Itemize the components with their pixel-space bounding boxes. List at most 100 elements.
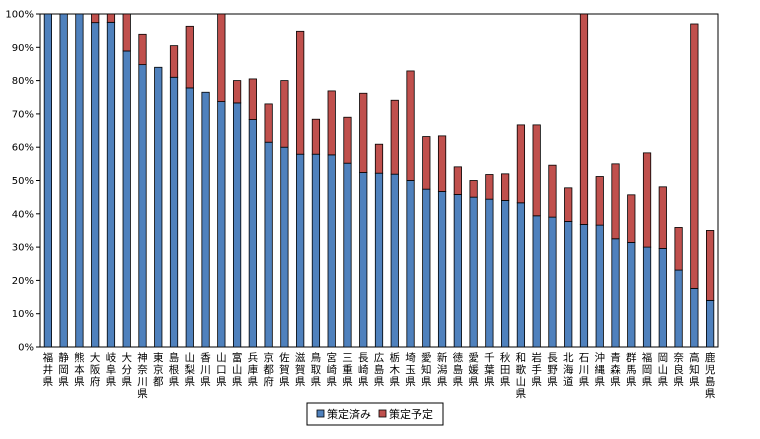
x-category-char: 県 (74, 376, 85, 388)
x-category-char: 島 (453, 363, 464, 376)
x-category-char: 山 (185, 352, 196, 364)
bar-segment-sakutei-zumi (106, 21, 116, 348)
bar-segment-sakutei-yotei (437, 135, 447, 192)
bar-segment-sakutei-zumi (532, 215, 541, 348)
x-category-char: 北 (563, 352, 574, 364)
bar-segment-sakutei-yotei (453, 166, 462, 195)
bar-segment-sakutei-yotei (217, 13, 226, 102)
bar-segment-sakutei-zumi (658, 248, 667, 348)
x-category-char: 奈 (673, 351, 684, 364)
bar-segment-sakutei-zumi (627, 242, 636, 348)
bar-segment-sakutei-yotei (374, 143, 384, 174)
x-category-char: 県 (705, 388, 716, 400)
x-category-char: 県 (295, 376, 306, 388)
x-category-char: 埼 (405, 351, 416, 364)
x-category-char: 県 (579, 376, 590, 388)
x-category-char: 徳 (453, 351, 464, 364)
legend-label: 策定済み (327, 407, 371, 421)
x-category-char: 香 (200, 352, 211, 364)
x-category-label: 滋賀県 (295, 351, 306, 388)
bar-segment-sakutei-yotei (248, 78, 257, 120)
x-category-char: 鹿 (705, 351, 716, 364)
bar-segment-sakutei-zumi (690, 287, 699, 348)
bar-segment-sakutei-zumi (422, 188, 431, 348)
x-category-char: 県 (358, 376, 369, 388)
x-category-char: 静 (58, 351, 69, 364)
x-category-char: 京 (153, 363, 164, 376)
x-category-char: 縄 (594, 363, 605, 376)
x-category-char: 和 (516, 352, 527, 364)
x-category-label: 栃木県 (390, 351, 401, 388)
bar-segment-sakutei-yotei (485, 174, 494, 200)
x-category-char: 京 (263, 351, 274, 364)
x-category-char: 佐 (279, 351, 290, 364)
x-category-char: 県 (547, 376, 558, 388)
bar-segment-sakutei-zumi (91, 22, 100, 348)
x-category-char: 岩 (531, 351, 542, 364)
x-category-char: 沖 (594, 351, 605, 364)
x-category-char: 愛 (468, 351, 479, 364)
bar-segment-sakutei-zumi (390, 173, 399, 348)
x-category-label: 佐賀県 (279, 351, 290, 388)
bar-segment-sakutei-yotei (343, 116, 352, 164)
x-category-char: 木 (390, 364, 401, 376)
bar-segment-sakutei-zumi (564, 221, 573, 348)
x-category-char: 県 (642, 376, 653, 388)
bar-segment-sakutei-yotei (138, 33, 147, 66)
x-category-label: 京都府 (263, 351, 274, 388)
bar-segment-sakutei-zumi (516, 202, 526, 348)
y-tick-label: 60% (12, 143, 34, 154)
x-category-char: 都 (263, 364, 274, 376)
x-category-char: 県 (342, 376, 353, 388)
x-category-char: 庫 (248, 363, 259, 376)
bar-segment-sakutei-zumi (469, 196, 478, 348)
bar-segment-sakutei-yotei (690, 23, 699, 289)
bar-segment-sakutei-zumi (706, 299, 715, 348)
bar-segment-sakutei-zumi (311, 153, 321, 348)
x-category-char: 取 (311, 364, 322, 376)
x-category-char: 青 (610, 351, 621, 364)
x-category-char: 県 (232, 376, 243, 388)
x-category-char: 岡 (58, 364, 69, 376)
x-category-label: 長野県 (547, 352, 558, 388)
bar-segment-sakutei-yotei (642, 152, 652, 248)
x-category-char: 県 (658, 376, 669, 388)
x-category-char: 県 (610, 376, 621, 388)
x-category-char: 奈 (137, 363, 148, 376)
x-category-char: 長 (547, 352, 558, 364)
x-category-char: 県 (311, 376, 322, 388)
x-category-char: 馬 (626, 364, 637, 376)
x-category-char: 県 (453, 376, 464, 388)
x-category-char: 滋 (295, 351, 306, 364)
bar-segment-sakutei-zumi (217, 101, 226, 348)
x-category-char: 県 (484, 376, 495, 388)
x-category-char: 歌 (516, 363, 527, 376)
x-category-label: 山梨県 (185, 352, 196, 388)
bar-segment-sakutei-zumi (296, 153, 305, 348)
x-category-char: 岐 (106, 351, 117, 364)
x-category-label: 広島県 (374, 351, 385, 388)
x-category-char: 県 (248, 376, 259, 388)
x-category-char: 県 (673, 376, 684, 388)
bar-segment-sakutei-zumi (674, 269, 683, 348)
x-category-char: 県 (594, 376, 605, 388)
bar-segment-sakutei-zumi (43, 13, 52, 348)
x-category-char: 愛 (421, 351, 432, 364)
x-category-char: 広 (374, 351, 385, 364)
x-category-label: 奈良県 (673, 351, 684, 388)
x-category-char: 井 (43, 363, 54, 376)
x-category-label: 香川県 (200, 352, 211, 388)
bar-segment-sakutei-yotei (122, 13, 131, 52)
legend: 策定済み 策定予定 (306, 402, 444, 426)
x-category-char: 県 (421, 376, 432, 388)
legend-swatch (378, 409, 387, 418)
y-tick-label: 90% (12, 43, 34, 54)
x-category-char: 大 (121, 351, 132, 364)
x-category-label: 愛媛県 (468, 351, 479, 388)
x-category-char: 県 (279, 376, 290, 388)
bar-segment-sakutei-zumi (201, 91, 210, 348)
x-category-char: 三 (342, 352, 353, 364)
x-category-char: 知 (689, 363, 700, 376)
